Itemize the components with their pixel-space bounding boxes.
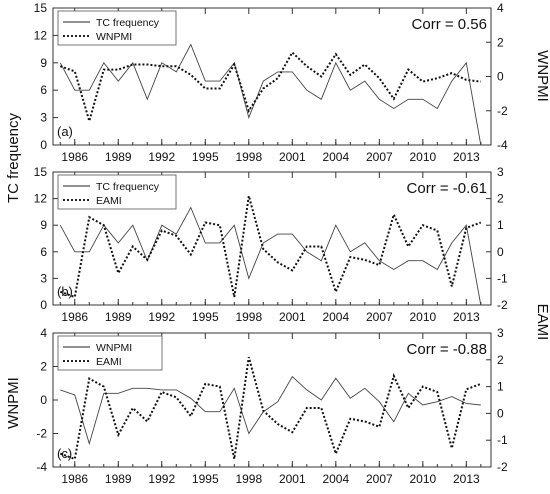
legend-label: TC frequency [96, 181, 160, 193]
left-y-tick-label: -2 [36, 427, 47, 441]
x-tick-label: 2007 [366, 472, 393, 486]
left-y-tick-label: 3 [40, 271, 47, 285]
series-line-eami [59, 356, 482, 461]
right-y-tick-label: 2 [497, 192, 504, 206]
right-y-tick-label: 4 [497, 1, 504, 15]
x-tick-label: 2004 [322, 310, 349, 324]
x-tick-label: 2001 [279, 150, 306, 164]
legend: WNPMI EAMI [57, 335, 163, 371]
left-y-tick-label: 0 [40, 138, 47, 152]
left-y-tick-label: 6 [40, 245, 47, 259]
right-y-tick-label: 0 [497, 70, 504, 84]
left-y-tick-label: 2 [40, 360, 47, 374]
right-y-tick-label: 2 [497, 35, 504, 49]
right-y-tick-label: 0 [497, 245, 504, 259]
left-y-tick-label: 0 [40, 393, 47, 407]
series-line-eami [59, 195, 482, 299]
right-y-tick-label: 1 [497, 218, 504, 232]
legend-box [57, 335, 163, 371]
legend-label: WNPMI [96, 31, 132, 43]
right-y-tick-label: -2 [497, 298, 508, 312]
x-tick-label: 2013 [453, 150, 480, 164]
legend: TC frequency WNPMI [57, 10, 177, 46]
x-tick-label: 1998 [235, 472, 262, 486]
left-y-tick-label: -4 [36, 460, 47, 474]
left-y-tick-label: 12 [34, 28, 48, 42]
right-y-tick-label: 2 [497, 353, 504, 367]
panel-label: (a) [57, 124, 73, 139]
x-tick-label: 2010 [409, 472, 436, 486]
y-axis-title-wnpmi-right: WNPMI [534, 50, 550, 102]
x-tick-label: 1989 [105, 472, 132, 486]
correlation-annotation: Corr = 0.56 [412, 16, 487, 33]
chart-panel-1: 1986 1989 1992 1995 1998 2001 2004 2007 2010 2013… [34, 1, 508, 164]
correlation-annotation: Corr = -0.88 [407, 341, 487, 358]
left-y-tick-label: 3 [40, 111, 47, 125]
x-tick-label: 1992 [148, 150, 175, 164]
x-tick-label: 1992 [148, 472, 175, 486]
legend-label: EAMI [96, 195, 122, 207]
x-tick-label: 2007 [366, 310, 393, 324]
legend-box [57, 174, 177, 210]
legend-box [57, 10, 177, 46]
x-tick-label: 2004 [322, 472, 349, 486]
plot-frame [52, 171, 492, 306]
x-tick-label: 1986 [61, 150, 88, 164]
right-y-tick-label: -1 [497, 271, 508, 285]
panel-label: (c) [57, 446, 72, 461]
left-y-tick-label: 0 [40, 298, 47, 312]
right-y-tick-label: 3 [497, 165, 504, 179]
right-y-tick-label: 3 [497, 326, 504, 340]
x-tick-label: 2001 [279, 310, 306, 324]
right-y-tick-label: -4 [497, 138, 508, 152]
x-tick-label: 1995 [192, 150, 219, 164]
right-y-tick-label: -1 [497, 433, 508, 447]
y-axis-title-eami-right: EAMI [534, 304, 550, 341]
left-y-tick-label: 9 [40, 56, 47, 70]
legend-label: WNPMI [96, 342, 132, 354]
y-axis-title-wnpmi-left: WNPMI [5, 377, 22, 429]
correlation-annotation: Corr = -0.61 [407, 180, 487, 197]
series-line-tc-frequency [59, 43, 482, 146]
series-line-tc-frequency [59, 206, 482, 306]
x-tick-label: 1989 [105, 150, 132, 164]
x-tick-label: 2013 [453, 472, 480, 486]
x-tick-label: 1998 [235, 150, 262, 164]
series-line-wnpmi [60, 375, 481, 446]
left-y-tick-label: 9 [40, 218, 47, 232]
x-tick-label: 2001 [279, 472, 306, 486]
legend-label: TC frequency [96, 17, 160, 29]
right-y-tick-label: -2 [497, 460, 508, 474]
chart-panel-3: 1986 1989 1992 1995 1998 2001 2004 2007 2010 2013… [36, 326, 508, 486]
legend: TC frequency EAMI [57, 174, 177, 210]
x-tick-label: 1992 [148, 310, 175, 324]
left-y-tick-label: 4 [40, 326, 47, 340]
x-tick-label: 1995 [192, 310, 219, 324]
x-tick-label: 1998 [235, 310, 262, 324]
chart-panel-2: 1986 1989 1992 1995 1998 2001 2004 2007 2010 2013… [34, 165, 508, 324]
x-tick-label: 1995 [192, 472, 219, 486]
right-y-tick-label: 1 [497, 380, 504, 394]
x-tick-label: 2010 [409, 310, 436, 324]
y-axis-title-tc-frequency: TC frequency [5, 112, 22, 203]
left-y-tick-label: 6 [40, 83, 47, 97]
left-y-tick-label: 12 [34, 192, 48, 206]
legend-label: EAMI [96, 356, 122, 368]
x-tick-label: 2007 [366, 150, 393, 164]
left-y-tick-label: 15 [34, 1, 48, 15]
x-tick-label: 1986 [61, 310, 88, 324]
x-tick-label: 1989 [105, 310, 132, 324]
x-tick-label: 2013 [453, 310, 480, 324]
left-y-tick-label: 15 [34, 165, 48, 179]
right-y-tick-label: 0 [497, 406, 504, 420]
panel-label: (b) [57, 284, 73, 299]
series-line-wnpmi [59, 50, 481, 125]
x-tick-label: 1986 [61, 472, 88, 486]
right-y-tick-label: -2 [497, 104, 508, 118]
x-tick-label: 2010 [409, 150, 436, 164]
x-tick-label: 2004 [322, 150, 349, 164]
